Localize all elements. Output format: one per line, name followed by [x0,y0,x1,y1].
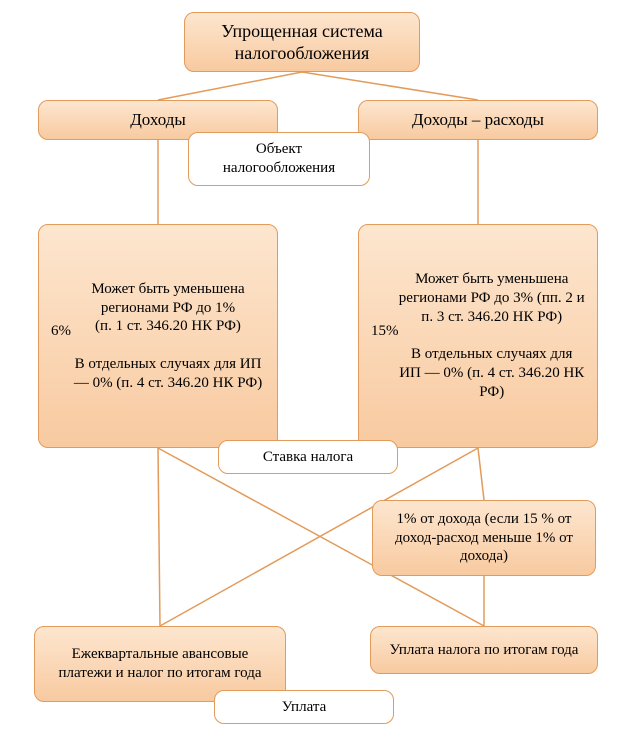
rate-6pct-node: 6%Может быть уменьшена регионами РФ до 1… [38,224,278,448]
root-node: Упрощенная система налогообложения [184,12,420,72]
income-expense-node: Доходы – расходы [358,100,598,140]
object-label: Объект налогообложения [188,132,370,186]
payment-label: Уплата [214,690,394,724]
rate-label: Ставка налога [218,440,398,474]
rate-15pct-node: 15%Может быть уменьшена регионами РФ до … [358,224,598,448]
one-percent-node: 1% от дохода (если 15 % от доход-расход … [372,500,596,576]
annual-pay-node: Уплата налога по итогам года [370,626,598,674]
